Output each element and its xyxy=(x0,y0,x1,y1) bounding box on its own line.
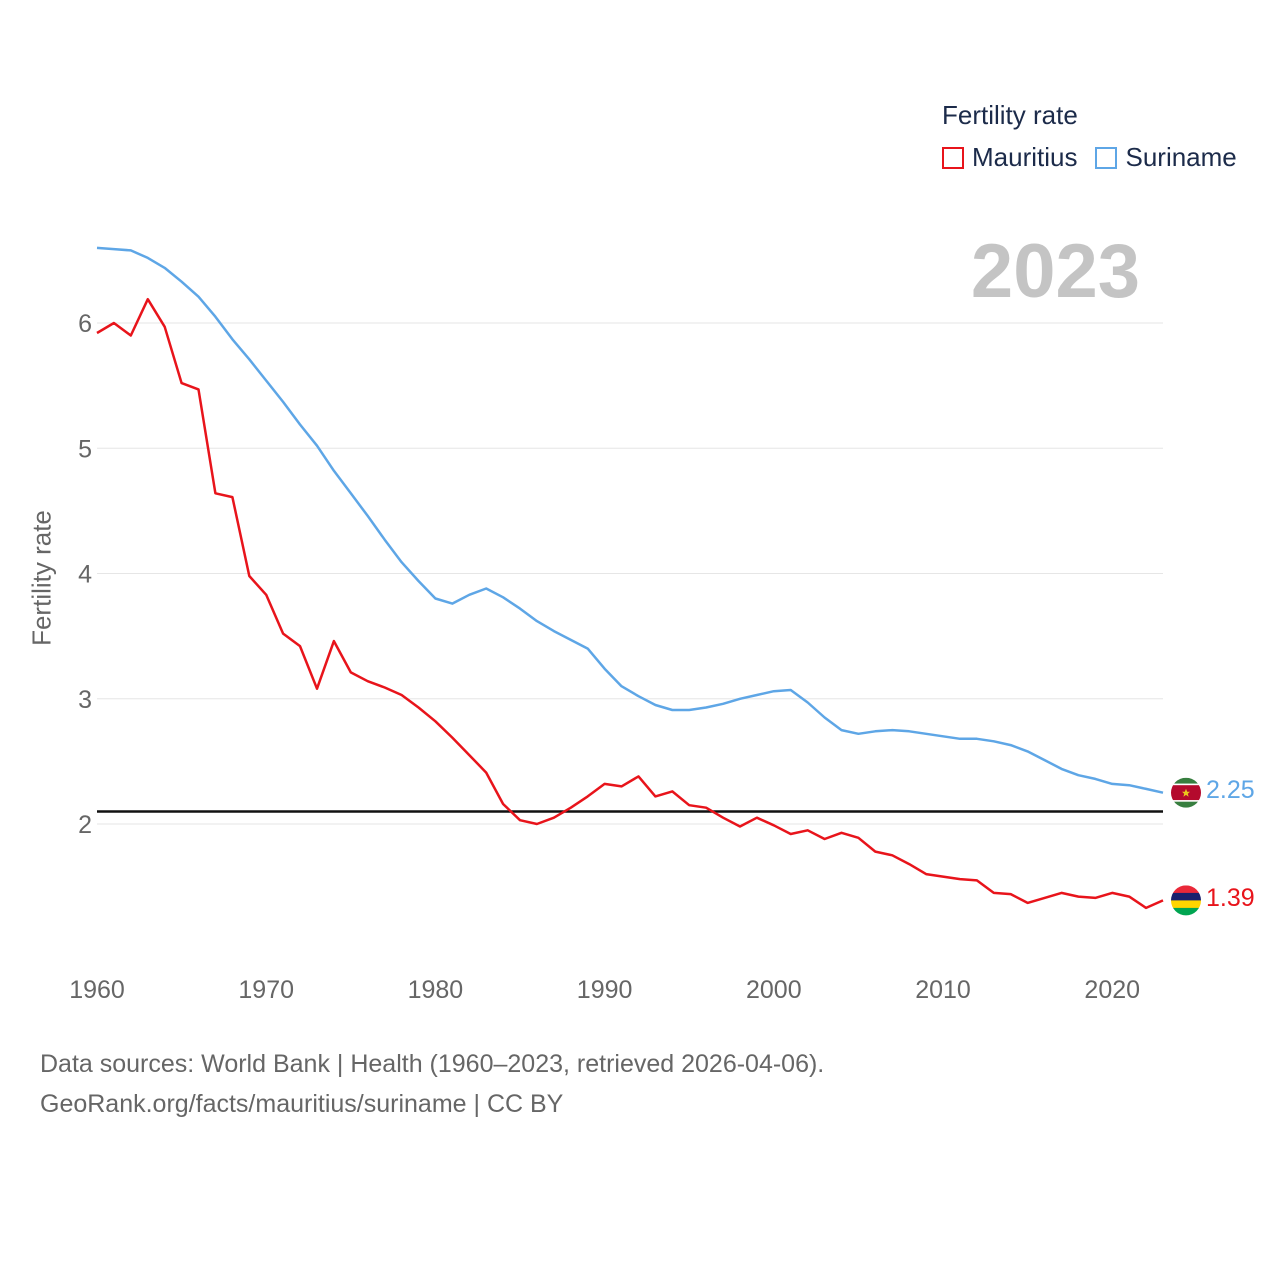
legend-swatch-suriname xyxy=(1095,146,1118,169)
legend-item-mauritius[interactable]: Mauritius xyxy=(942,142,1077,173)
source-line-2[interactable]: GeoRank.org/facts/mauritius/suriname | C… xyxy=(40,1090,564,1118)
series-lines xyxy=(96,246,1164,910)
y-tick-labels: 2 3 4 5 6 xyxy=(78,310,92,839)
country-flags xyxy=(1171,777,1201,916)
x-tick-label-1960: 1960 xyxy=(69,976,125,1004)
y-tick-label-3: 3 xyxy=(78,686,92,714)
y-tick-label-6: 6 xyxy=(78,310,92,338)
suriname-flag-icon xyxy=(1171,777,1201,808)
x-tick-label-2020: 2020 xyxy=(1084,976,1140,1004)
mauritius-flag-band-3 xyxy=(1171,907,1201,916)
grid-lines xyxy=(97,322,1163,825)
source-note: Data sources: World Bank | Health (1960–… xyxy=(40,1044,824,1124)
legend-label-mauritius: Mauritius xyxy=(972,142,1078,172)
series-line-suriname xyxy=(96,246,1164,794)
mauritius-flag-band-2 xyxy=(1171,900,1201,909)
suriname-flag-band-3 xyxy=(1171,800,1201,802)
suriname-flag-band-1 xyxy=(1171,783,1201,786)
source-line-1: Data sources: World Bank | Health (1960–… xyxy=(40,1050,825,1078)
x-tick-label-1990: 1990 xyxy=(577,976,633,1004)
y-axis-label: Fertility rate xyxy=(26,510,57,646)
x-tick-label-2000: 2000 xyxy=(746,976,802,1004)
legend: Mauritius Suriname xyxy=(942,142,1255,173)
mauritius-flag-band-1 xyxy=(1171,892,1201,901)
suriname-flag-band-4 xyxy=(1171,801,1201,808)
mauritius-flag-band-0 xyxy=(1171,885,1201,894)
suriname-flag-star xyxy=(1182,788,1190,797)
series-line-mauritius xyxy=(96,297,1164,910)
legend-label-suriname: Suriname xyxy=(1125,142,1237,172)
legend-title: Fertility rate xyxy=(942,100,1078,130)
y-tick-label-5: 5 xyxy=(78,435,92,463)
legend-item-suriname[interactable]: Suriname xyxy=(1095,142,1237,173)
legend-swatch-mauritius xyxy=(942,146,964,169)
x-tick-label-2010: 2010 xyxy=(915,976,971,1004)
y-tick-label-4: 4 xyxy=(78,561,92,589)
x-tick-label-1970: 1970 xyxy=(238,976,294,1004)
current-year-display: 2023 xyxy=(970,229,1140,314)
y-tick-label-2: 2 xyxy=(78,811,92,839)
x-tick-label-1980: 1980 xyxy=(408,976,464,1004)
mauritius-flag-icon xyxy=(1171,885,1201,916)
x-tick-labels: 1960 1970 1980 1990 2000 2010 2020 xyxy=(69,976,1140,1004)
suriname-end-value: 2.25 xyxy=(1206,776,1255,804)
mauritius-end-value: 1.39 xyxy=(1206,884,1255,912)
suriname-flag-band-0 xyxy=(1171,777,1201,784)
